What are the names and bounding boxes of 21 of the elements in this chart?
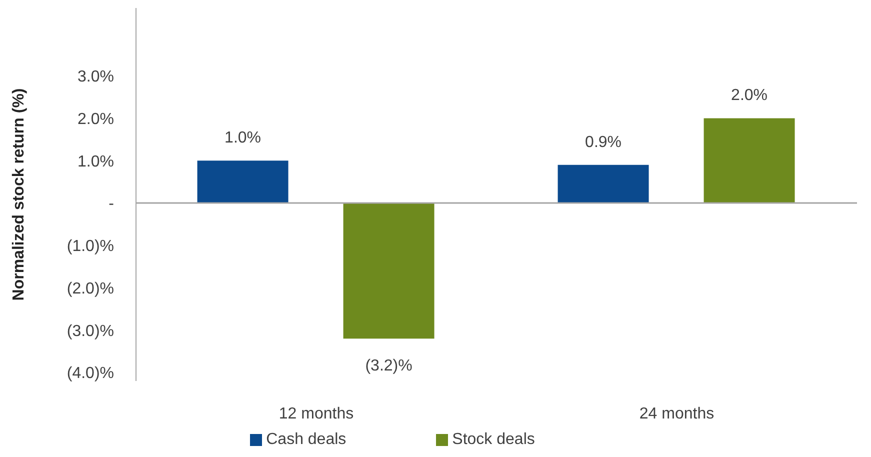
y-axis-title: Normalized stock return (%)	[10, 88, 28, 301]
legend-label: Cash deals	[266, 431, 346, 448]
data-label: (3.2)%	[365, 358, 412, 375]
x-tick-label: 24 months	[639, 405, 714, 422]
data-label: 0.9%	[585, 134, 622, 151]
bar	[558, 164, 649, 203]
y-tick-label: -	[108, 196, 114, 213]
legend-label: Stock deals	[452, 431, 535, 448]
x-tick-label: 12 months	[278, 405, 354, 422]
bar	[704, 118, 795, 203]
y-tick-label: 2.0%	[78, 110, 114, 128]
y-tick-label: 3.0%	[78, 68, 114, 86]
y-tick-label: (2.0)%	[66, 280, 114, 298]
data-label: 1.0%	[224, 130, 262, 147]
y-tick-label: (1.0)%	[66, 238, 114, 256]
bar	[343, 202, 434, 339]
y-tick-label: 1.0%	[78, 153, 114, 170]
y-tick-label: (4.0)%	[66, 365, 114, 382]
y-tick-label: (3.0)%	[66, 322, 114, 340]
bar	[197, 160, 288, 203]
data-label: 2.0%	[731, 87, 768, 104]
